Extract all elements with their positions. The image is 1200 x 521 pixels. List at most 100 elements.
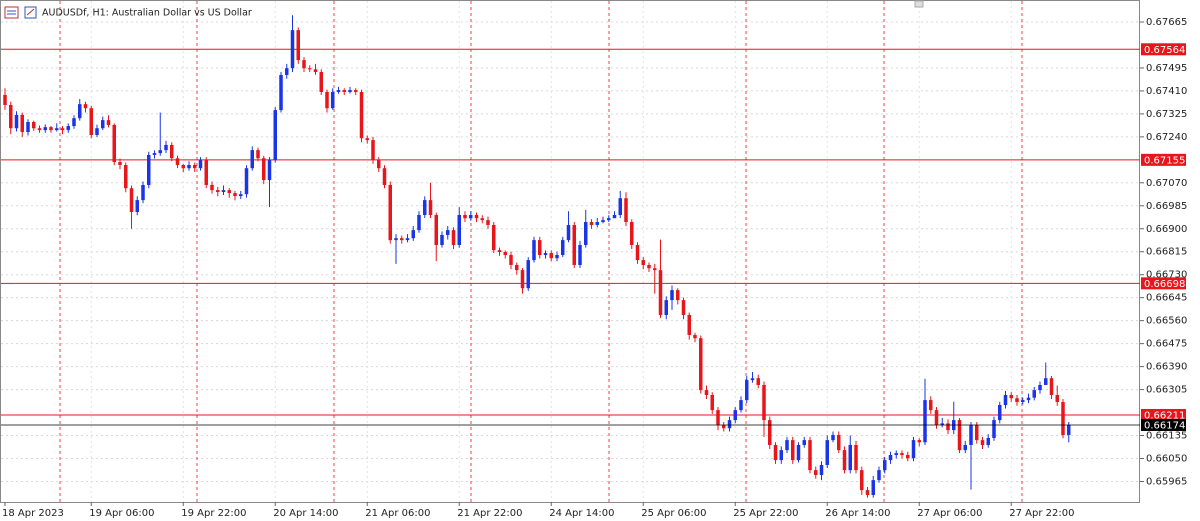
chart-title: AUDUSDf, H1: Australian Dollar vs US Dol… xyxy=(42,8,252,19)
y-tick-label: 0.67410 xyxy=(1146,86,1187,97)
y-tick-label: 0.67665 xyxy=(1146,17,1187,28)
candle-body xyxy=(469,214,473,219)
candle-body xyxy=(957,420,962,451)
candle-body xyxy=(388,184,392,241)
candle-body xyxy=(871,480,875,495)
candle-body xyxy=(83,104,88,109)
candle-body xyxy=(561,240,565,255)
candle-body xyxy=(227,190,231,194)
candle-body xyxy=(101,120,105,129)
candle-body xyxy=(1049,378,1054,395)
price-level-tag xyxy=(1141,408,1186,421)
candle-body xyxy=(647,264,651,269)
candle-body xyxy=(630,222,634,245)
candle-body xyxy=(1015,398,1019,402)
candle-body xyxy=(267,160,272,181)
candle-body xyxy=(756,378,760,385)
candle-body xyxy=(768,420,772,445)
x-tick-label: 21 Apr 06:00 xyxy=(365,508,430,519)
candle-body xyxy=(1009,394,1013,399)
candle-body xyxy=(854,444,858,471)
x-tick-label: 19 Apr 22:00 xyxy=(181,508,246,519)
y-tick-label: 0.66815 xyxy=(1146,247,1187,258)
candle-body xyxy=(1021,400,1025,402)
candle-body xyxy=(664,300,668,315)
candle-body xyxy=(55,128,59,131)
candle-body xyxy=(877,470,881,481)
candle-body xyxy=(480,218,484,221)
candle-body xyxy=(244,168,249,195)
candle-body xyxy=(446,230,450,235)
candle-body xyxy=(825,440,829,465)
candle-body xyxy=(66,126,70,131)
candle-body xyxy=(906,454,910,459)
candle-body xyxy=(785,440,789,451)
candle-body xyxy=(187,164,191,169)
candle-body xyxy=(256,150,260,159)
candle-body xyxy=(923,400,927,443)
candle-body xyxy=(618,198,622,215)
candle-body xyxy=(699,338,703,391)
candle-body xyxy=(262,158,266,181)
candle-body xyxy=(37,128,42,131)
candle-body xyxy=(750,378,755,381)
candle-body xyxy=(802,440,806,445)
candle-body xyxy=(417,214,421,231)
candle-body xyxy=(296,30,300,61)
candle-body xyxy=(520,270,525,289)
price-level-label: 0.67155 xyxy=(1144,155,1185,166)
last-price-tag xyxy=(1141,418,1186,431)
candle-body xyxy=(158,150,162,154)
candle-body xyxy=(302,60,306,69)
candle-body xyxy=(486,220,490,225)
candle-body xyxy=(929,400,933,411)
icon xyxy=(26,8,35,16)
candle-body xyxy=(837,434,841,451)
candle-body xyxy=(394,238,398,241)
candle-body xyxy=(72,118,76,127)
y-tick-label: 0.66560 xyxy=(1146,316,1187,327)
price-level-label: 0.67564 xyxy=(1144,45,1185,56)
candle-body xyxy=(193,164,197,169)
candle-body xyxy=(3,94,7,105)
candle-body xyxy=(860,470,864,491)
x-tick-label: 19 Apr 06:00 xyxy=(89,508,154,519)
candle-body xyxy=(589,222,594,225)
candle-body xyxy=(762,384,766,421)
candle-body xyxy=(975,424,979,441)
candle-body xyxy=(601,220,605,222)
x-tick-label: 27 Apr 06:00 xyxy=(917,508,982,519)
candle-body xyxy=(1032,390,1036,398)
price-level-label: 0.66698 xyxy=(1144,279,1185,290)
x-tick-label: 25 Apr 22:00 xyxy=(733,508,798,519)
y-tick-label: 0.67325 xyxy=(1146,109,1187,120)
candle-body xyxy=(900,453,904,455)
candle-body xyxy=(411,230,415,239)
candle-body xyxy=(112,124,116,162)
y-tick-label: 0.66305 xyxy=(1146,385,1187,396)
candle-body xyxy=(89,108,93,135)
candle-body xyxy=(451,230,456,245)
candle-body xyxy=(612,214,617,219)
candle-body xyxy=(181,164,185,169)
candle-body xyxy=(658,270,663,315)
candle-body xyxy=(141,184,145,201)
candle-body xyxy=(739,400,743,411)
y-tick-label: 0.66135 xyxy=(1146,431,1187,442)
candle-body xyxy=(43,127,47,131)
candle-body xyxy=(796,444,801,461)
candle-body xyxy=(336,90,341,92)
candle-body xyxy=(440,234,444,245)
candle-body xyxy=(129,188,134,212)
last-price-label: 0.66174 xyxy=(1144,420,1185,431)
icon xyxy=(4,6,19,19)
candle-body xyxy=(704,390,709,395)
candle-body xyxy=(980,440,985,445)
y-tick-label: 0.65965 xyxy=(1146,476,1187,487)
candle-body xyxy=(216,190,220,192)
candle-body xyxy=(118,162,122,165)
candle-body xyxy=(463,214,467,219)
candle-body xyxy=(940,423,944,425)
price-level-tag xyxy=(1141,277,1186,290)
